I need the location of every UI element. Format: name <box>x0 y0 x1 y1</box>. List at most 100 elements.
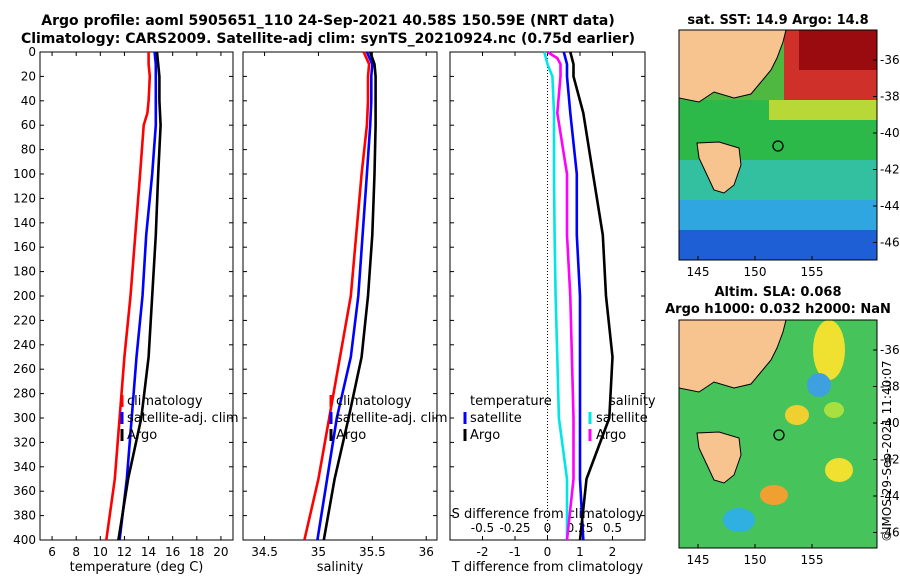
s-axis-label: S difference from climatology <box>452 507 644 522</box>
sla-anomaly <box>825 458 853 482</box>
series-line <box>303 51 371 541</box>
sst-band <box>769 100 877 120</box>
series-line <box>569 51 614 541</box>
legend-label: Argo <box>596 428 626 443</box>
legend-label: satellite <box>470 411 522 426</box>
s-tick-label: 0 <box>544 521 552 535</box>
x-tick-label: 20 <box>213 545 228 559</box>
y-tick-label: 120 <box>13 191 36 205</box>
x-tick-label: 14 <box>141 545 156 559</box>
sla-anomaly <box>785 405 809 425</box>
temperature-panel: 0 20 40 60 80 100 120 140 160 180 200 220 240 260 280 3… <box>13 45 239 575</box>
s-tick-label: -0.5 <box>471 521 494 535</box>
legend-t-title: temperature <box>470 394 552 409</box>
series-line <box>322 51 377 541</box>
series-line <box>316 51 374 541</box>
s-tick-label: 0.5 <box>603 521 622 535</box>
x-tick-label: -2 <box>477 545 489 559</box>
map-y-tick-label: -40 <box>880 416 900 430</box>
map-y-tick-label: -46 <box>880 526 900 540</box>
y-tick-label: 160 <box>13 240 36 254</box>
map-y-tick-label: -36 <box>880 53 900 67</box>
tasmania-shape <box>696 141 742 194</box>
sst-band <box>679 200 877 230</box>
y-tick-label: 320 <box>13 435 36 449</box>
legend-s-title: salinity <box>609 394 656 409</box>
map-frame <box>678 319 878 549</box>
y-tick-label: 360 <box>13 484 36 498</box>
legend-label: satellite-adj. clim <box>127 411 239 426</box>
axes-frame <box>242 51 438 541</box>
x-tick-label: 8 <box>72 545 80 559</box>
sla-anomaly <box>813 320 845 380</box>
x-tick-label: 35 <box>311 545 326 559</box>
sst-map-title: sat. SST: 14.9 Argo: 14.8 <box>687 13 868 28</box>
map-x-tick-label: 155 <box>801 553 824 567</box>
map-y-tick-label: -42 <box>880 163 900 177</box>
map-y-tick-label: -46 <box>880 236 900 250</box>
sst-warm-core <box>799 30 877 70</box>
s-tick-label: -0.25 <box>499 521 530 535</box>
y-tick-label: 380 <box>13 509 36 523</box>
x-tick-label: 10 <box>93 545 108 559</box>
legend-label: Argo <box>470 428 500 443</box>
y-tick-label: 140 <box>13 216 36 230</box>
title-line-2: Climatology: CARS2009. Satellite-adj cli… <box>21 31 635 47</box>
mainland-shape <box>678 29 787 103</box>
y-tick-label: 0 <box>28 45 36 59</box>
watermark: ©IMOS 29-Sep-2021 11:40:07 <box>880 360 894 542</box>
x-axis-label: temperature (deg C) <box>70 560 204 575</box>
argo-location-marker <box>772 140 784 152</box>
y-tick-label: 20 <box>21 69 36 83</box>
sst-band <box>679 230 877 260</box>
map-y-tick-label: -38 <box>880 380 900 394</box>
sla-anomaly <box>723 508 755 532</box>
y-tick-label: 40 <box>21 94 36 108</box>
x-tick-label: 1 <box>576 545 584 559</box>
legend-label: satellite <box>596 411 648 426</box>
series-line <box>546 50 575 541</box>
map-x-tick-label: 150 <box>744 265 767 279</box>
legend-label: Argo <box>127 428 157 443</box>
series-line <box>543 51 569 540</box>
difference-panel: -2 -1 0 1 2T difference from climatology -0.5… <box>449 50 656 575</box>
sla-anomaly <box>807 373 831 397</box>
y-tick-label: 80 <box>21 143 36 157</box>
sla-map-title-2: Argo h1000: 0.032 h2000: NaN <box>665 302 891 317</box>
legend-label: Argo <box>336 428 366 443</box>
x-tick-label: 36 <box>419 545 434 559</box>
legend-label: satellite-adj. clim <box>336 411 448 426</box>
x-tick-label: 35.5 <box>359 545 386 559</box>
y-tick-label: 400 <box>13 533 36 547</box>
x-tick-label: 34.5 <box>251 545 278 559</box>
y-tick-label: 240 <box>13 338 36 352</box>
x-tick-label: 16 <box>165 545 180 559</box>
sla-anomaly <box>760 485 788 505</box>
map-y-tick-label: -44 <box>880 489 900 503</box>
series-line <box>118 51 158 541</box>
map-x-tick-label: 155 <box>801 265 824 279</box>
map-y-tick-label: -42 <box>880 453 900 467</box>
series-line <box>117 51 162 541</box>
tasmania-shape <box>696 431 742 484</box>
series-line <box>105 52 152 541</box>
y-tick-label: 220 <box>13 313 36 327</box>
x-tick-label: 2 <box>609 545 617 559</box>
map-y-tick-label: -36 <box>880 343 900 357</box>
map-y-tick-label: -40 <box>880 126 900 140</box>
y-tick-label: 300 <box>13 411 36 425</box>
sla-anomaly <box>824 402 844 418</box>
legend-label: climatology <box>336 394 412 409</box>
legend-label: climatology <box>127 394 203 409</box>
y-tick-label: 280 <box>13 387 36 401</box>
sst-map: -36 -38 -40 -42 -44 -46 145 150 155 <box>678 29 900 279</box>
sla-map-title-1: Altim. SLA: 0.068 <box>715 285 842 300</box>
title-line-1: Argo profile: aoml 5905651_110 24-Sep-20… <box>41 13 615 29</box>
argo-location-marker <box>773 429 785 441</box>
map-y-tick-label: -38 <box>880 90 900 104</box>
x-tick-label: -1 <box>509 545 521 559</box>
y-tick-label: 180 <box>13 265 36 279</box>
y-tick-label: 260 <box>13 362 36 376</box>
y-tick-label: 60 <box>21 118 36 132</box>
